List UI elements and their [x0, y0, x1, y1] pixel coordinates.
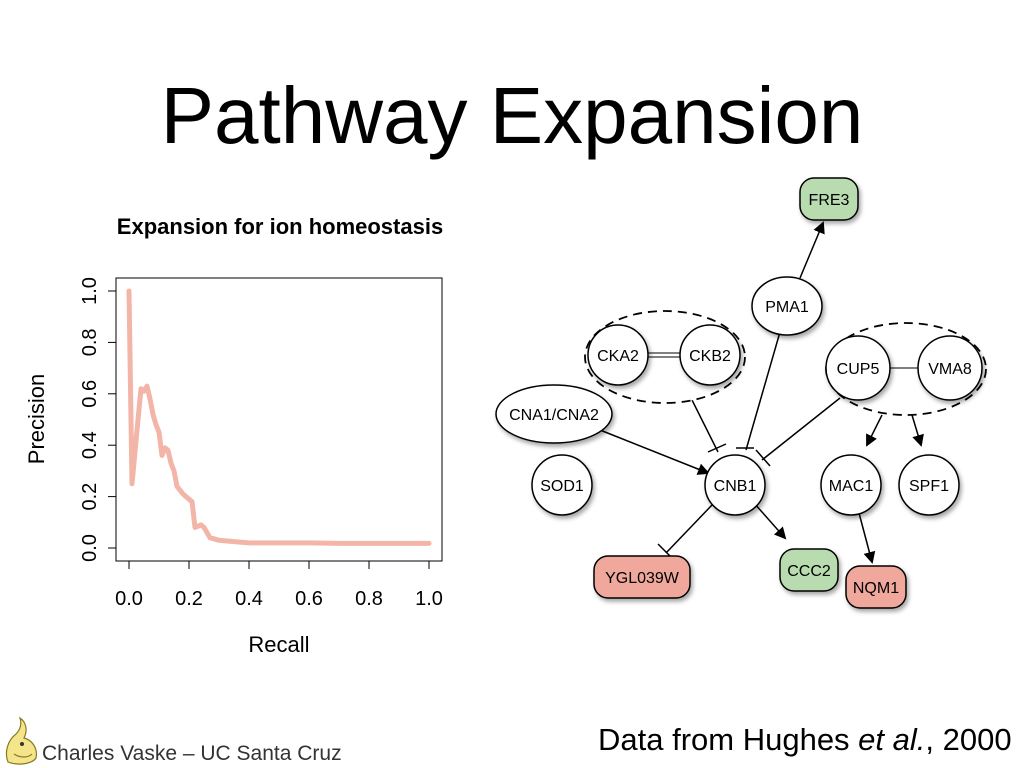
- node-cnb1: CNB1: [704, 454, 766, 516]
- edge-pma1-fre3: [799, 221, 825, 279]
- network-edges: [599, 221, 924, 564]
- edge-cnb1-ygl: [665, 504, 713, 554]
- banana-slug-logo-icon: [5, 716, 37, 765]
- gene-network-diagram: FRE3 PMA1 CKA2 CKB2 CUP5 VMA8 CNA1/CNA2 …: [495, 177, 987, 609]
- slide-title: Pathway Expansion: [160, 71, 864, 160]
- y-tick-label: 0.2: [79, 483, 101, 511]
- x-tick-label: 0.0: [115, 588, 143, 610]
- node-ccc2: CCC2: [779, 548, 839, 592]
- x-axis: 0.0 0.2 0.4 0.6 0.8 1.0: [115, 560, 443, 610]
- node-sod1: SOD1: [531, 454, 593, 516]
- node-cka2: CKA2: [587, 324, 649, 386]
- node-label-spf1: SPF1: [909, 478, 949, 495]
- node-nqm1: NQM1: [845, 565, 907, 609]
- node-pma1: PMA1: [751, 276, 823, 336]
- y-tick-label: 0.0: [79, 534, 101, 562]
- node-label-ckb2: CKB2: [689, 348, 731, 365]
- edge-ckacomplex-cnb1: [691, 399, 719, 453]
- x-tick-label: 0.6: [295, 588, 323, 610]
- node-label-cka2: CKA2: [597, 348, 639, 365]
- footer-author-block: Charles Vaske – UC Santa Cruz: [0, 712, 360, 768]
- edge-cnb1-ccc2: [753, 502, 787, 540]
- inhibit-bar-cup: [755, 449, 771, 467]
- node-cup5: CUP5: [825, 335, 891, 401]
- y-axis-label: Precision: [24, 374, 49, 464]
- node-label-mac1: MAC1: [829, 478, 874, 495]
- x-tick-label: 0.2: [175, 588, 203, 610]
- node-label-fre3: FRE3: [809, 192, 850, 209]
- x-tick-label: 0.4: [235, 588, 263, 610]
- node-fre3: FRE3: [799, 177, 859, 221]
- node-ygl039w: YGL039W: [593, 555, 691, 599]
- x-tick-label: 0.8: [355, 588, 383, 610]
- inhibit-bar-ck: [707, 443, 727, 453]
- edge-mac1-nqm1: [858, 512, 876, 564]
- node-label-cna: CNA1/CNA2: [509, 407, 599, 424]
- precision-recall-chart: Expansion for ion homeostasis 0.0 0.2 0.4 0…: [24, 214, 443, 657]
- edge-cupcomplex-cnb1: [761, 397, 841, 461]
- edge-pma1-cnb1: [745, 331, 781, 451]
- node-cna1-cna2: CNA1/CNA2: [495, 384, 613, 444]
- y-tick-label: 1.0: [79, 277, 101, 305]
- node-label-ccc2: CCC2: [787, 563, 831, 580]
- y-tick-label: 0.4: [79, 431, 101, 459]
- y-tick-label: 0.6: [79, 380, 101, 408]
- citation-prefix: Data from Hughes: [598, 722, 859, 757]
- edge-cupcomplex-mac1: [866, 414, 883, 447]
- edge-cna-cnb1: [599, 429, 710, 475]
- chart-title: Expansion for ion homeostasis: [117, 214, 443, 239]
- precision-recall-line: [126, 288, 432, 546]
- node-ckb2: CKB2: [679, 324, 741, 386]
- node-label-nqm1: NQM1: [853, 580, 899, 597]
- node-label-cup5: CUP5: [837, 361, 880, 378]
- citation-etal: et al.: [858, 722, 926, 757]
- x-axis-label: Recall: [248, 632, 309, 657]
- node-spf1: SPF1: [898, 454, 960, 516]
- x-tick-label: 1.0: [415, 588, 443, 610]
- y-tick-label: 0.8: [79, 328, 101, 356]
- plot-frame: [115, 277, 443, 562]
- node-label-cnb1: CNB1: [714, 478, 757, 495]
- node-mac1: MAC1: [820, 454, 882, 516]
- edge-cupcomplex-spf1: [911, 414, 924, 447]
- citation-suffix: , 2000: [925, 722, 1012, 757]
- citation: Data from Hughes et al., 2000: [598, 722, 1024, 758]
- node-label-sod1: SOD1: [540, 478, 584, 495]
- y-axis: 0.0 0.2 0.4 0.6 0.8 1.0: [79, 277, 117, 562]
- node-vma8: VMA8: [917, 335, 983, 401]
- node-label-vma8: VMA8: [928, 361, 972, 378]
- footer-author: Charles Vaske – UC Santa Cruz: [42, 742, 342, 765]
- node-label-ygl: YGL039W: [605, 570, 680, 587]
- node-label-pma1: PMA1: [765, 299, 809, 316]
